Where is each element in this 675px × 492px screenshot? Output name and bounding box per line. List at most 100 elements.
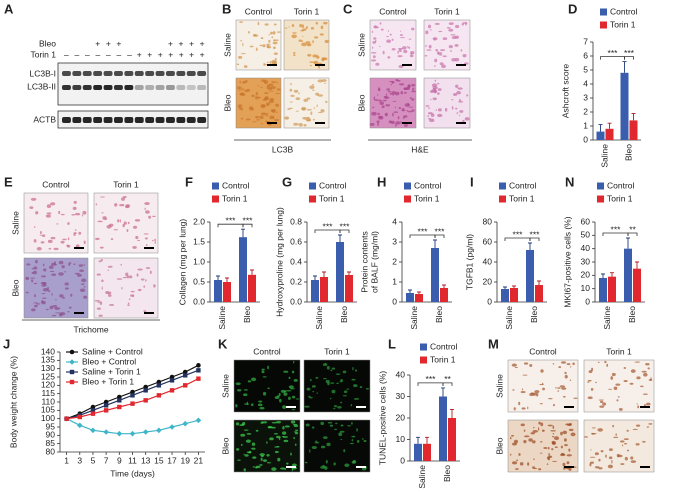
tissue-texture [313,60,319,65]
tissue-texture [591,427,596,429]
y-tick-label: 4 [392,216,397,226]
tissue-texture [599,400,604,404]
tissue-texture [303,98,309,102]
legend-label: Control [509,180,537,190]
y-axis-title: TUNEL-positive cells (%) [377,371,387,466]
y-tick-label: 80 [483,216,493,226]
tissue-texture [270,31,273,35]
tissue-texture [257,21,260,26]
tissue-texture [591,433,597,435]
data-point [183,383,188,388]
tissue-texture [257,84,260,87]
tissue-texture [541,429,545,432]
tissue-texture [54,307,60,310]
tissue-texture [401,110,406,112]
tissue-texture [584,436,589,438]
tissue-texture [339,381,341,383]
tissue-texture [646,426,650,428]
tissue-texture [513,407,516,411]
tissue-texture [266,453,270,457]
tissue-texture [36,247,42,251]
row-label: Bleo [10,279,20,296]
tissue-texture [53,264,58,266]
tissue-texture [543,446,548,449]
y-tick-label: 5 [583,64,588,74]
tissue-texture [630,456,634,460]
panel-letter: D [568,1,577,16]
y-tick-label: 20 [483,276,493,286]
tissue-texture [127,302,130,305]
bar [440,288,448,302]
bar [345,275,353,302]
tissue-texture [271,467,277,471]
legend-label: Bleo + Control [82,356,136,366]
tissue-texture [461,23,465,26]
data-point [130,401,135,406]
tissue-texture [137,268,143,271]
tissue-texture [430,113,435,117]
tissue-texture [255,92,258,96]
tissue-texture [615,433,617,437]
tissue-texture [278,392,281,397]
row-label: Saline [10,211,20,235]
tissue-texture [510,453,512,456]
tissue-texture [387,90,392,93]
tissue-texture [539,403,543,405]
tissue-texture [427,107,431,109]
tissue-texture [354,369,358,372]
tissue-texture [350,403,353,407]
panel-letter: I [470,174,474,189]
tissue-texture [262,105,266,107]
x-tick-label: 9 [117,455,122,465]
tissue-texture [306,43,312,45]
y-tick-label: 115 [41,388,55,398]
tissue-texture [128,275,133,279]
bar [526,250,534,302]
tissue-texture [406,110,408,112]
tissue-texture [119,219,121,223]
tissue-texture [520,390,526,394]
tissue-texture [95,237,100,241]
tissue-texture [599,405,605,408]
tissue-texture [385,104,391,107]
tissue-texture [257,96,261,99]
tissue-texture [290,82,292,86]
tissue-texture [437,88,442,91]
tissue-texture [523,440,527,444]
tissue-texture [324,39,329,44]
tissue-texture [140,278,145,281]
legend-label: Bleo + Torin 1 [82,376,134,386]
tissue-texture [272,31,276,35]
tissue-texture [424,54,428,57]
tissue-texture [247,380,252,383]
tissue-texture [42,287,49,292]
tissue-texture [127,221,130,225]
tissue-texture [83,263,85,267]
tissue-texture [293,378,298,382]
tissue-texture [404,91,407,94]
tissue-texture [455,107,458,110]
tissue-texture [439,62,444,66]
tissue-texture [48,265,54,269]
tissue-texture [276,31,281,33]
data-point [169,388,175,393]
tissue-texture [324,82,327,84]
tissue-texture [560,361,567,364]
tissue-texture [282,436,289,438]
tissue-texture [110,238,114,241]
tissue-texture [330,397,332,400]
tissue-texture [262,459,267,462]
tissue-texture [35,303,41,305]
tissue-texture [283,116,290,120]
data-point [143,388,148,393]
tissue-texture [311,385,316,388]
tissue-texture [566,461,570,465]
tissue-texture [399,30,402,32]
tissue-texture [647,367,650,370]
tissue-texture [154,241,156,244]
data-point [76,422,83,429]
tissue-texture [252,456,257,459]
tissue-texture [288,385,294,389]
tissue-texture [25,276,30,281]
